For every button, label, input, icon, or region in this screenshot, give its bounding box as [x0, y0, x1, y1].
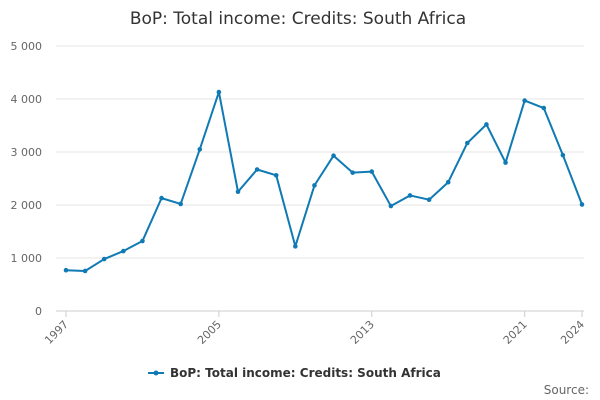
data-point[interactable] — [312, 183, 317, 188]
series-line[interactable] — [65, 91, 583, 272]
data-point[interactable] — [63, 267, 69, 273]
y-tick-label: 2 000 — [11, 199, 43, 212]
x-axis: 1997 2005 2013 2021 2024 — [42, 311, 587, 347]
data-point[interactable] — [293, 244, 298, 249]
legend-label: BoP: Total income: Credits: South Africa — [170, 366, 441, 380]
data-point[interactable] — [254, 167, 260, 172]
data-point[interactable] — [407, 193, 413, 198]
y-tick-label: 3 000 — [11, 146, 43, 159]
x-tick-label: 1997 — [42, 318, 71, 347]
data-point[interactable] — [273, 173, 279, 178]
legend[interactable]: BoP: Total income: Credits: South Africa — [148, 366, 441, 380]
data-point[interactable] — [331, 153, 336, 159]
data-point[interactable] — [426, 197, 432, 202]
data-point[interactable] — [350, 170, 355, 175]
data-point[interactable] — [522, 98, 527, 103]
credits[interactable]: Source: — [544, 383, 589, 397]
data-point[interactable] — [82, 268, 88, 274]
data-point[interactable] — [388, 203, 394, 209]
data-point[interactable] — [216, 89, 222, 95]
x-tick-label: 2005 — [195, 318, 224, 347]
data-point[interactable] — [140, 238, 145, 244]
data-point[interactable] — [178, 201, 183, 207]
x-tick-label: 2024 — [558, 318, 587, 347]
series-plot — [63, 89, 585, 274]
x-tick-label: 2021 — [501, 318, 530, 347]
data-point[interactable] — [579, 202, 585, 207]
data-point[interactable] — [197, 147, 203, 152]
data-point[interactable] — [560, 152, 566, 158]
data-point[interactable] — [159, 195, 164, 201]
data-point[interactable] — [369, 169, 375, 174]
data-point[interactable] — [101, 256, 107, 262]
data-point[interactable] — [503, 160, 508, 165]
data-point[interactable] — [484, 122, 489, 127]
legend-marker — [153, 370, 159, 376]
y-tick-label: 0 — [35, 305, 42, 318]
data-point[interactable] — [235, 189, 241, 195]
grid — [56, 45, 584, 312]
y-tick-label: 4 000 — [11, 93, 43, 106]
data-point[interactable] — [541, 105, 547, 111]
y-tick-label: 1 000 — [11, 252, 43, 265]
data-point[interactable] — [445, 179, 451, 185]
chart-title: BoP: Total income: Credits: South Africa — [130, 9, 466, 29]
x-tick-label: 2013 — [348, 318, 377, 347]
y-axis: 0 1 000 2 000 3 000 4 000 5 000 — [11, 40, 43, 318]
data-point[interactable] — [121, 248, 126, 254]
y-tick-label: 5 000 — [11, 40, 43, 53]
data-point[interactable] — [465, 140, 470, 146]
